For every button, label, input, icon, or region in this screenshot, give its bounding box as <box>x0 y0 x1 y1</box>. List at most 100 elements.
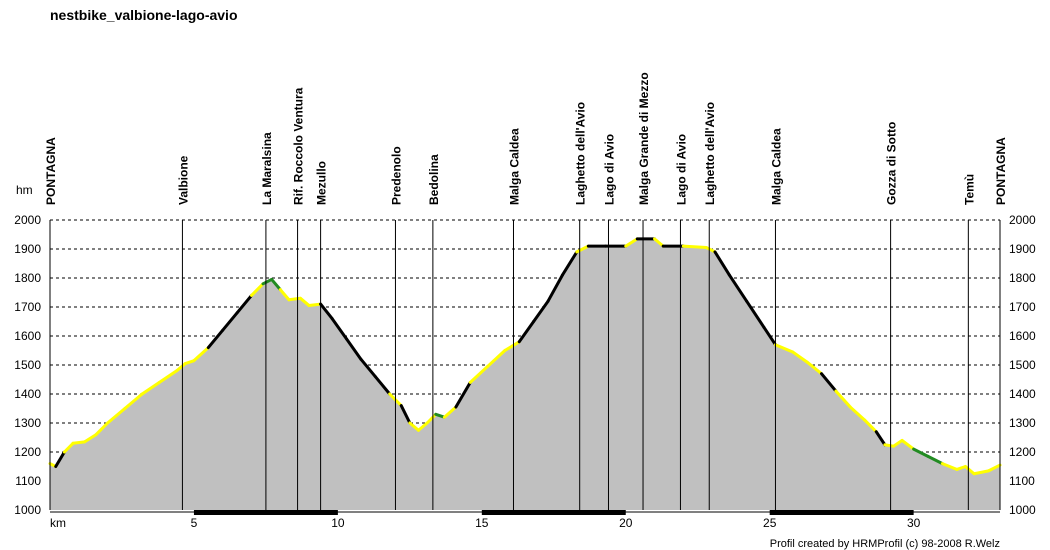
profile-segment <box>681 244 708 250</box>
profile-segment <box>986 463 1002 473</box>
y-tick-label-right: 2000 <box>1009 213 1036 227</box>
profile-area <box>50 238 1000 511</box>
profile-segment <box>298 296 311 308</box>
profile-segment <box>287 296 302 302</box>
x-tick-label: 20 <box>619 516 633 530</box>
profile-segment <box>704 246 717 254</box>
footer-credit: Profil created by HRMProfil (c) 98-2008 … <box>770 538 1000 550</box>
profile-segment <box>106 407 127 425</box>
waypoint-label: Rif. Roccolo Ventura <box>292 87 306 205</box>
y-tick-label-right: 1900 <box>1009 242 1036 256</box>
km-bar-segment <box>481 510 626 515</box>
profile-segment <box>221 311 239 332</box>
x-tick-label: 15 <box>475 516 489 530</box>
x-tick-label: 10 <box>331 516 345 530</box>
profile-segment <box>62 441 75 454</box>
profile-segment <box>54 450 66 468</box>
profile-segment <box>307 302 323 308</box>
profile-segment <box>157 369 179 384</box>
profile-segment <box>140 380 161 396</box>
profile-segment <box>863 418 878 434</box>
profile-segment <box>442 405 458 419</box>
waypoint-label: Lago di Avio <box>674 134 688 205</box>
km-bar-segment <box>769 510 914 515</box>
profile-segment <box>773 343 795 354</box>
profile-segment <box>434 412 446 419</box>
y-tick-label-right: 1200 <box>1009 445 1036 459</box>
y-tick-label-left: 1300 <box>14 416 41 430</box>
profile-segment <box>373 375 392 396</box>
profile-segment <box>408 421 420 432</box>
y-tick-label-right: 1400 <box>1009 387 1036 401</box>
profile-segment <box>468 364 490 384</box>
waypoint-label: Mezullo <box>315 161 329 205</box>
x-tick-label: 5 <box>191 516 198 530</box>
profile-segment <box>713 250 731 277</box>
profile-segment <box>624 237 639 248</box>
y-tick-label-left: 1200 <box>14 445 41 459</box>
waypoint-label: Malga Caldea <box>769 128 783 205</box>
waypoint-label: PONTAGNA <box>44 137 58 205</box>
profile-segment <box>834 389 852 409</box>
profile-segment <box>848 405 867 422</box>
profile-segment <box>278 288 291 302</box>
y-tick-label-right: 1500 <box>1009 358 1036 372</box>
waypoint-label: Temù <box>962 174 976 205</box>
profile-segment <box>762 325 777 347</box>
profile-segment <box>900 438 916 451</box>
axes: 1000 1000 1100 1100 1200 1200 1300 1300 1400 1400… <box>14 213 1036 530</box>
waypoint-lines <box>181 220 969 510</box>
profile-segment <box>791 350 809 364</box>
profile-segment <box>192 346 210 363</box>
waypoint-label: PONTAGNA <box>994 137 1008 205</box>
y-tick-label-left: 1500 <box>14 358 41 372</box>
profile-segment <box>891 438 904 448</box>
profile-segment <box>425 412 438 425</box>
waypoint-label: Gozza di Sotto <box>885 122 899 205</box>
waypoint-label: Laghetto dell'Avio <box>574 102 588 205</box>
profile-segments <box>48 237 1002 476</box>
y-tick-label-right: 1800 <box>1009 271 1036 285</box>
profile-segment <box>955 465 967 471</box>
profile-segment <box>330 317 349 341</box>
profile-segment <box>820 372 838 393</box>
y-tick-label-left: 2000 <box>14 213 41 227</box>
profile-segment <box>345 337 363 361</box>
y-tick-label-left: 1400 <box>14 387 41 401</box>
profile-segment <box>972 469 990 476</box>
profile-segment <box>560 250 579 277</box>
profile-segment <box>926 454 944 466</box>
profile-segment <box>745 299 766 329</box>
waypoint-label: Lago di Avio <box>602 134 616 205</box>
y-tick-label-left: 1800 <box>14 271 41 285</box>
x-axis-label: km <box>50 516 66 530</box>
profile-segment <box>416 421 429 432</box>
y-tick-label-right: 1000 <box>1009 503 1036 517</box>
profile-segment <box>250 282 265 297</box>
waypoint-label: Valbione <box>176 155 190 205</box>
profile-segment <box>653 237 665 248</box>
profile-segment <box>123 392 144 410</box>
profile-segment <box>83 433 98 444</box>
profile-segment <box>486 349 507 368</box>
x-tick-label: 30 <box>907 516 921 530</box>
chart-title: nestbike_valbione-lago-avio <box>50 7 238 23</box>
profile-segment <box>546 273 564 303</box>
waypoint-label: La Maralsina <box>260 132 274 205</box>
y-tick-label-right: 1300 <box>1009 416 1036 430</box>
y-tick-label-left: 1700 <box>14 300 41 314</box>
profile-segment <box>270 277 282 292</box>
waypoint-label: Malga Grande di Mezzo <box>637 72 651 205</box>
profile-segment <box>71 440 87 445</box>
waypoint-labels: PONTAGNA Valbione La Maralsina Rif. Roccolo… <box>44 72 1008 205</box>
profile-segment <box>94 421 110 437</box>
profile-segment <box>319 302 334 321</box>
profile-segment <box>532 299 550 323</box>
profile-segment <box>874 430 887 447</box>
profile-segment <box>206 328 225 350</box>
waypoint-label: Predenolo <box>389 146 403 205</box>
profile-segment <box>261 277 274 286</box>
y-tick-label-left: 1100 <box>15 474 41 488</box>
profile-segment <box>517 320 536 344</box>
